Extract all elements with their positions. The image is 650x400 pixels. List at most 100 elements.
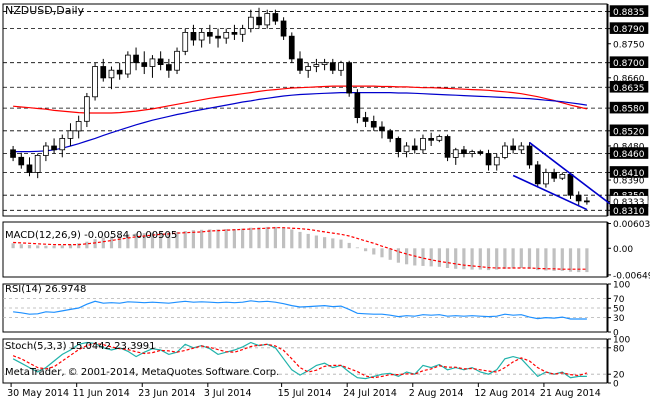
candle-bear bbox=[215, 35, 221, 39]
macd-histogram-bar bbox=[77, 243, 81, 249]
candle-bull bbox=[108, 69, 115, 79]
candle-bear bbox=[165, 64, 172, 71]
macd-histogram-bar bbox=[118, 235, 122, 249]
candle-bull bbox=[264, 13, 271, 26]
candle-bear bbox=[567, 173, 574, 196]
macd-histogram-bar bbox=[437, 248, 441, 267]
trend-channel-line bbox=[512, 174, 588, 211]
level-price-tag bbox=[609, 5, 649, 17]
candle-bear bbox=[584, 200, 590, 203]
candle-bull bbox=[305, 66, 312, 71]
date-tick-label: 23 Jun 2014 bbox=[138, 388, 195, 399]
rsi-tick-label: 70 bbox=[613, 295, 625, 305]
price-tick-label: 0.8390 bbox=[613, 177, 645, 187]
macd-histogram-bar bbox=[568, 248, 573, 272]
candle-bear bbox=[329, 62, 336, 71]
candle-bull bbox=[403, 145, 410, 153]
candle-bull bbox=[149, 58, 156, 67]
price-tick-label: 0.8580 bbox=[613, 105, 645, 115]
price-tick-label: 0.8310 bbox=[613, 207, 645, 217]
macd-histogram-bar bbox=[44, 245, 48, 249]
candle-bull bbox=[239, 28, 246, 35]
candle-bull bbox=[223, 32, 230, 39]
date-tick-label: 2 Aug 2014 bbox=[409, 388, 464, 399]
macd-histogram-bar bbox=[85, 241, 89, 249]
macd-histogram-bar bbox=[364, 248, 368, 252]
macd-histogram-bar bbox=[183, 231, 187, 249]
date-tick-label: 3 Jul 2014 bbox=[204, 388, 252, 399]
price-tick-label: 0.8835 bbox=[613, 8, 645, 18]
price-tick-label: 0.8660 bbox=[613, 74, 645, 84]
candle-bull bbox=[43, 145, 49, 156]
macd-histogram-bar bbox=[175, 231, 179, 249]
macd-pane-frame bbox=[2, 221, 608, 278]
macd-histogram-bar bbox=[560, 248, 564, 271]
stoch-label: Stoch(5,3,3) 15.0442 23.3991 bbox=[5, 341, 156, 352]
macd-histogram-bar bbox=[413, 248, 417, 266]
macd-histogram-bar bbox=[290, 229, 294, 249]
macd-histogram-bar bbox=[60, 245, 64, 249]
rsi-tick-label: 30 bbox=[613, 314, 625, 324]
footer-copyright: MetaTrader, © 2001-2014, MetaQuotes Soft… bbox=[5, 367, 279, 378]
rsi-tick-label: 50 bbox=[613, 305, 625, 315]
level-price-tag bbox=[609, 147, 649, 159]
candle-bear bbox=[461, 149, 467, 155]
candle-bull bbox=[321, 62, 328, 66]
candle-bull bbox=[338, 62, 344, 71]
candle-bear bbox=[551, 172, 558, 179]
rsi-label: RSI(14) 26.9748 bbox=[5, 284, 86, 295]
macd-histogram-bar bbox=[101, 237, 105, 249]
candle-bull bbox=[174, 50, 180, 71]
rsi-tick-label: 0 bbox=[613, 329, 619, 339]
macd-histogram-bar bbox=[552, 248, 556, 271]
price-tick-label: 0.8700 bbox=[613, 59, 645, 69]
candle-bear bbox=[190, 32, 197, 41]
macd-histogram-bar bbox=[191, 230, 195, 249]
rsi-line bbox=[13, 300, 587, 320]
macd-histogram-bar bbox=[331, 238, 335, 249]
macd-histogram-bar bbox=[544, 248, 548, 271]
candle-bull bbox=[420, 137, 426, 151]
macd-histogram-bar bbox=[11, 243, 15, 249]
macd-histogram-bar bbox=[396, 248, 400, 263]
macd-histogram-bar bbox=[380, 248, 384, 258]
price-tick-label: 0.8790 bbox=[613, 25, 645, 35]
chart-title: NZDUSD,Daily bbox=[5, 4, 85, 17]
macd-histogram-bar bbox=[224, 229, 228, 249]
macd-tick-label: 0.00 bbox=[613, 245, 633, 255]
date-axis: 30 May 2014 11 Jun 2014 23 Jun 2014 3 Jul 2… bbox=[7, 383, 601, 399]
candle-bull bbox=[436, 136, 443, 141]
price-pane-frame bbox=[2, 3, 608, 217]
candle-bull bbox=[59, 137, 66, 151]
moving-average-red bbox=[13, 85, 588, 114]
candle-bear bbox=[477, 151, 484, 154]
date-tick-label: 30 May 2014 bbox=[7, 388, 69, 399]
macd-histogram-bar bbox=[68, 244, 73, 249]
price-tick-label: 0.8333 bbox=[613, 198, 645, 208]
candle-bull bbox=[84, 96, 90, 122]
stoch-tick-label: 20 bbox=[613, 371, 625, 381]
candle-bull bbox=[493, 156, 500, 166]
macd-histogram-bar bbox=[232, 229, 236, 249]
date-tick-label: 21 Aug 2014 bbox=[540, 388, 601, 399]
candle-bull bbox=[182, 32, 189, 52]
candle-bear bbox=[444, 136, 451, 158]
level-price-tag bbox=[609, 166, 649, 178]
candle-bull bbox=[75, 121, 82, 132]
candle-bull bbox=[313, 64, 320, 67]
macd-histogram-bar bbox=[585, 248, 589, 273]
macd-histogram-bar bbox=[93, 239, 97, 249]
date-tick-label: 15 Jul 2014 bbox=[278, 388, 332, 399]
candle-bear bbox=[411, 145, 418, 151]
macd-histogram-bar bbox=[167, 232, 171, 249]
macd-histogram-bar bbox=[577, 248, 581, 273]
candle-bull bbox=[247, 16, 254, 30]
macd-histogram-bar bbox=[249, 227, 253, 249]
macd-histogram-bar bbox=[405, 248, 409, 265]
candle-bear bbox=[362, 117, 369, 122]
candle-bull bbox=[125, 54, 131, 75]
candle-bear bbox=[370, 121, 377, 128]
macd-histogram-bar bbox=[142, 233, 146, 249]
